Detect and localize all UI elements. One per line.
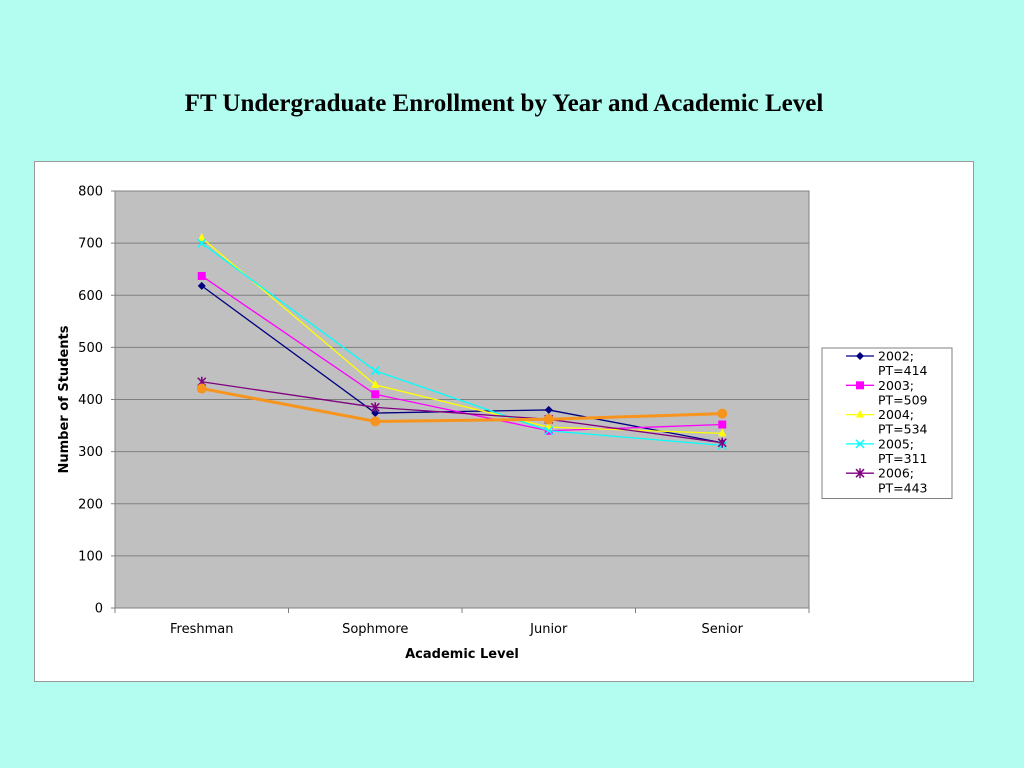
y-tick-label: 600 — [78, 289, 103, 304]
data-point-series-4 — [544, 426, 554, 436]
y-tick-label: 700 — [78, 237, 103, 252]
data-point-series-1 — [371, 409, 380, 418]
legend-entry-label: PT=509 — [878, 392, 928, 407]
y-tick-label: 400 — [78, 393, 103, 408]
y-tick-label: 500 — [78, 341, 103, 356]
line-chart: 0 100 200 300 400 500 600 700 800 Freshman Sophmor… — [57, 185, 953, 662]
data-point-series-3 — [371, 379, 380, 388]
slide-title: FT Undergraduate Enrollment by Year and … — [184, 90, 824, 117]
series-line-3 — [201, 237, 723, 435]
y-tick-label: 0 — [95, 602, 103, 617]
data-point-series-2 — [718, 420, 727, 429]
data-point-series-6 — [543, 414, 554, 425]
data-point-series-2 — [197, 271, 206, 280]
legend-box — [821, 347, 953, 499]
series-line-2 — [201, 275, 723, 432]
y-tick-label: 100 — [78, 549, 103, 564]
chart-frame: 0 100 200 300 400 500 600 700 800 Freshman Sophmor… — [34, 161, 974, 682]
data-point-series-5 — [370, 402, 380, 413]
data-point-series-1 — [544, 405, 553, 414]
series-line-6 — [201, 387, 723, 423]
legend-marker — [855, 468, 865, 479]
legend-entry-label: PT=534 — [878, 422, 928, 437]
data-point-series-5 — [717, 437, 727, 448]
legend-entry-label: PT=311 — [878, 451, 928, 466]
data-point-series-6 — [370, 416, 381, 427]
legend-marker — [856, 352, 864, 360]
series-line-1 — [201, 285, 723, 444]
legend-entry-label: 2003; — [878, 378, 914, 393]
x-tick-label: Senior — [702, 622, 744, 637]
series-line-4 — [201, 242, 723, 447]
data-point-series-4 — [370, 366, 380, 376]
legend-entry-label: 2002; — [878, 349, 914, 364]
data-point-series-2 — [371, 390, 380, 399]
legend-marker — [856, 381, 864, 390]
series-line-5 — [201, 381, 723, 444]
data-point-series-3 — [718, 428, 727, 437]
legend-entry-label: 2004; — [878, 407, 914, 422]
x-tick-label: Sophmore — [342, 622, 408, 637]
legend-entry-label: 2005; — [878, 436, 914, 451]
x-tick-label: Junior — [529, 622, 568, 637]
legend-entry-label: 2006; — [878, 466, 914, 481]
data-point-series-3 — [197, 232, 206, 241]
x-tick-label: Freshman — [170, 622, 233, 637]
y-axis-title: Number of Students — [57, 325, 72, 473]
legend-entry-label: PT=443 — [878, 480, 928, 495]
data-point-series-4 — [197, 238, 207, 248]
data-point-series-1 — [197, 281, 206, 290]
data-point-series-6 — [717, 408, 728, 419]
legend-entry-label: PT=414 — [878, 363, 928, 378]
y-tick-label: 800 — [78, 185, 103, 200]
y-tick-label: 300 — [78, 445, 103, 460]
legend-marker — [855, 439, 865, 449]
data-point-series-6 — [196, 383, 207, 394]
x-axis-title: Academic Level — [405, 647, 519, 662]
y-tick-label: 200 — [78, 497, 103, 512]
legend-marker — [856, 409, 864, 418]
